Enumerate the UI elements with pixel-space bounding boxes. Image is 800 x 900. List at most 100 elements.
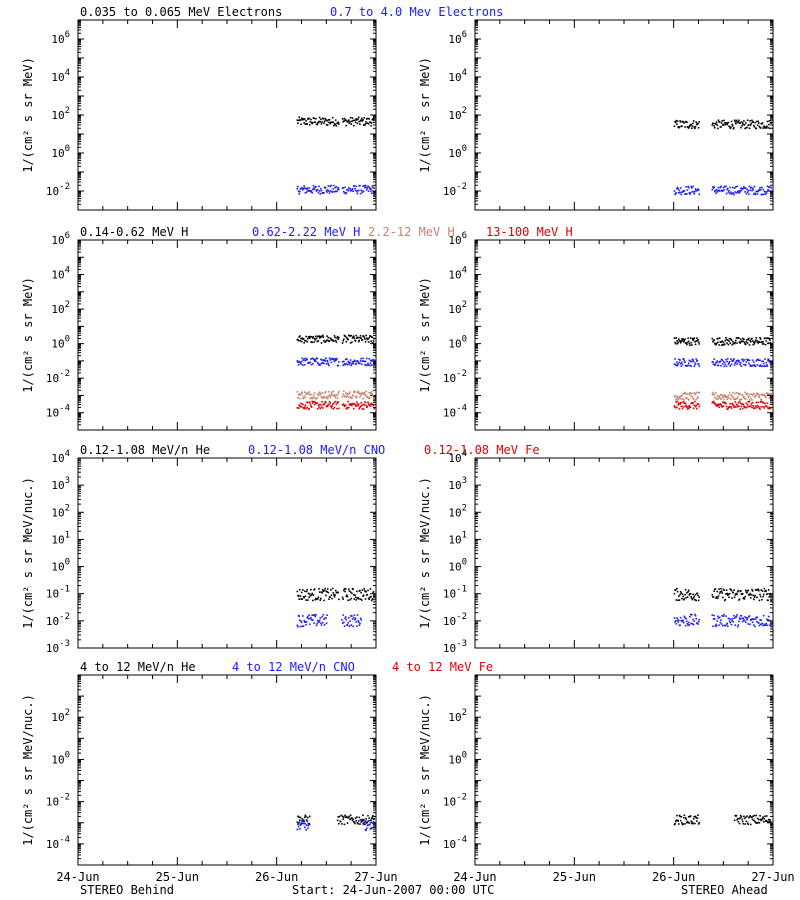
data-point <box>687 185 689 188</box>
data-point <box>301 625 304 627</box>
data-point <box>353 391 356 394</box>
data-point <box>322 336 325 338</box>
data-point <box>714 588 717 590</box>
data-point <box>337 121 340 124</box>
data-point <box>716 337 719 340</box>
data-point <box>304 359 307 362</box>
data-point <box>719 360 722 363</box>
data-point <box>349 814 352 816</box>
data-point <box>344 404 347 407</box>
data-point <box>302 397 305 400</box>
data-point <box>738 192 741 194</box>
data-point <box>349 116 352 119</box>
data-point <box>319 599 322 601</box>
data-point <box>365 337 368 339</box>
data-point <box>361 408 364 410</box>
data-point <box>679 591 682 593</box>
data-point <box>748 127 751 130</box>
data-point <box>757 342 759 344</box>
data-point <box>321 361 324 364</box>
data-point <box>695 358 697 360</box>
data-point <box>318 392 320 394</box>
data-point <box>713 590 715 592</box>
data-point <box>725 337 727 339</box>
data-point <box>349 391 351 393</box>
data-point <box>341 360 344 363</box>
data-point <box>341 118 344 120</box>
data-point <box>351 337 354 339</box>
data-point <box>679 593 681 596</box>
data-point <box>735 615 738 618</box>
data-point <box>745 616 748 619</box>
data-point <box>338 815 341 818</box>
data-point <box>299 339 302 342</box>
data-point <box>355 820 358 822</box>
data-point <box>711 188 714 191</box>
data-point <box>758 188 761 191</box>
data-point <box>310 393 312 396</box>
data-point <box>691 190 694 193</box>
data-point <box>360 591 362 594</box>
data-point <box>326 591 328 593</box>
y-tick-label: 10-2 <box>46 182 70 198</box>
data-point <box>694 188 697 190</box>
data-point <box>326 335 328 337</box>
data-point <box>720 358 723 361</box>
data-point <box>761 590 764 592</box>
data-point <box>307 824 310 827</box>
data-point <box>313 337 316 340</box>
data-point <box>341 404 344 406</box>
data-point <box>758 125 761 128</box>
data-point <box>353 598 356 600</box>
data-point <box>725 338 728 341</box>
data-point <box>331 121 333 124</box>
data-point <box>674 823 676 825</box>
data-point <box>325 340 327 343</box>
data-point <box>725 192 728 195</box>
data-point <box>752 404 755 407</box>
data-point <box>678 361 681 364</box>
data-point <box>757 588 759 591</box>
data-point <box>338 336 340 339</box>
data-point <box>350 334 353 337</box>
data-point <box>761 122 764 124</box>
data-point <box>752 188 755 191</box>
data-point <box>312 336 315 338</box>
data-point <box>763 394 766 396</box>
data-point <box>357 116 360 119</box>
data-point <box>308 596 310 599</box>
data-point <box>364 124 366 126</box>
data-point <box>681 394 683 397</box>
data-point <box>756 392 758 395</box>
data-point <box>299 824 302 826</box>
data-point <box>311 192 314 194</box>
data-point <box>328 121 330 124</box>
footer-start-label: Start: 24-Jun-2007 00:00 UTC <box>292 883 495 897</box>
data-point <box>725 396 728 398</box>
data-point <box>750 186 753 189</box>
data-point <box>754 192 756 195</box>
data-point <box>689 406 692 408</box>
data-point <box>673 125 676 128</box>
data-point <box>297 394 300 396</box>
data-point <box>371 360 374 362</box>
data-point <box>349 404 351 406</box>
data-point <box>673 395 676 398</box>
data-point <box>313 613 316 616</box>
data-point <box>306 187 309 189</box>
data-point <box>736 121 739 124</box>
data-point <box>744 391 746 394</box>
data-point <box>368 337 371 339</box>
data-point <box>308 408 310 410</box>
data-point <box>726 360 728 363</box>
data-point <box>746 404 749 406</box>
data-point <box>332 121 335 123</box>
data-point <box>766 820 769 823</box>
data-point <box>712 122 715 125</box>
data-point <box>357 820 360 822</box>
data-point <box>738 337 740 340</box>
data-point <box>357 619 359 622</box>
data-point <box>770 599 772 602</box>
y-tick-label: 103 <box>448 476 467 492</box>
data-point <box>318 391 321 393</box>
